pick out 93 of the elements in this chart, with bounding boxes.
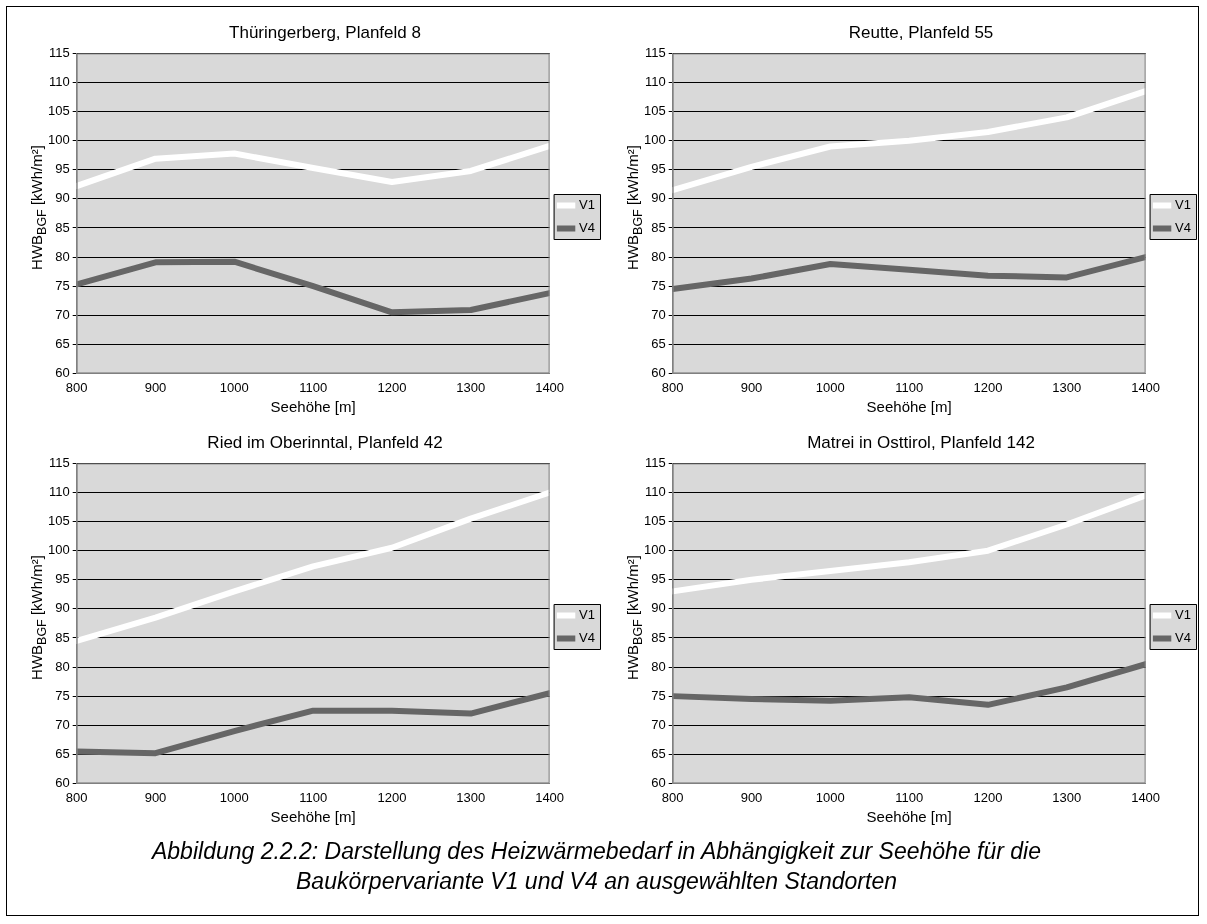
y-tick-label: 90	[651, 190, 666, 206]
x-axis-title: Seehöhe [m]	[270, 808, 356, 826]
y-tick-label: 85	[55, 219, 70, 235]
x-tick-label: 1100	[895, 789, 924, 805]
y-tick-label: 95	[55, 571, 70, 587]
x-tick-label: 1100	[299, 379, 328, 395]
y-tick-label: 95	[651, 161, 666, 177]
legend-label: V4	[1175, 220, 1192, 236]
x-tick-label: 800	[65, 379, 88, 395]
y-tick-label: 75	[651, 277, 666, 293]
y-tick-label: 85	[55, 629, 70, 645]
y-tick-label: 105	[643, 513, 666, 529]
y-tick-label: 65	[55, 335, 70, 351]
x-axis-title: Seehöhe [m]	[866, 398, 952, 416]
x-tick-label: 1400	[1131, 789, 1161, 805]
y-tick-label: 80	[651, 248, 666, 264]
x-tick-label: 1200	[973, 379, 1003, 395]
x-tick-label: 900	[144, 379, 167, 395]
y-tick-label: 80	[55, 248, 70, 264]
y-tick-label: 110	[48, 484, 70, 500]
y-tick-label: 85	[651, 219, 666, 235]
legend-label: V1	[1175, 607, 1192, 623]
chart-title: Ried im Oberinntal, Planfeld 42	[207, 432, 443, 452]
y-tick-label: 95	[651, 571, 666, 587]
x-tick-label: 1200	[973, 789, 1003, 805]
x-tick-label: 1100	[299, 789, 328, 805]
y-tick-label: 70	[651, 716, 666, 732]
y-tick-label: 60	[651, 774, 666, 790]
x-tick-label: 800	[65, 789, 88, 805]
y-tick-label: 90	[55, 600, 70, 616]
x-tick-label: 800	[661, 379, 684, 395]
y-tick-label: 105	[643, 103, 666, 119]
y-tick-label: 60	[55, 364, 70, 380]
y-tick-label: 95	[55, 161, 70, 177]
y-tick-label: 70	[55, 306, 70, 322]
text: Abbildung 2.2.2: Darstellung des Heizwärmebedarf in Abhängigkeit zur Seehöhe für die Baukörpervariante V1 und V4 an ausgewählten Standorten	[150, 837, 1042, 896]
y-tick-label: 100	[643, 542, 666, 558]
legend-label: V1	[1175, 197, 1192, 213]
x-tick-label: 1200	[377, 789, 407, 805]
y-tick-label: 65	[651, 745, 666, 761]
x-tick-label: 1000	[219, 379, 249, 395]
x-tick-label: 1300	[1052, 789, 1082, 805]
x-tick-label: 1100	[895, 379, 924, 395]
y-tick-label: 100	[643, 132, 666, 148]
x-tick-label: 900	[740, 789, 763, 805]
y-tick-label: 105	[47, 513, 70, 529]
legend-label: V1	[579, 197, 596, 213]
x-tick-label: 1300	[456, 379, 486, 395]
y-tick-label: 75	[55, 277, 70, 293]
x-tick-label: 1300	[1052, 379, 1082, 395]
y-tick-label: 100	[47, 542, 70, 558]
y-tick-label: 65	[651, 335, 666, 351]
y-tick-label: 60	[55, 774, 70, 790]
x-tick-label: 1400	[1131, 379, 1161, 395]
legend-label: V1	[579, 607, 596, 623]
y-tick-label: 70	[651, 306, 666, 322]
x-tick-label: 1400	[535, 789, 565, 805]
x-tick-label: 1400	[535, 379, 565, 395]
legend-label: V4	[579, 220, 596, 236]
y-tick-label: 85	[651, 629, 666, 645]
y-tick-label: 80	[55, 658, 70, 674]
y-tick-label: 65	[55, 745, 70, 761]
legend-label: V4	[579, 630, 596, 646]
x-tick-label: 1200	[377, 379, 407, 395]
x-tick-label: 900	[740, 379, 763, 395]
x-axis-title: Seehöhe [m]	[866, 808, 952, 826]
legend-label: V4	[1175, 630, 1192, 646]
y-tick-label: 60	[651, 364, 666, 380]
y-tick-label: 80	[651, 658, 666, 674]
x-tick-label: 1000	[815, 789, 845, 805]
y-tick-label: 110	[48, 74, 70, 90]
x-tick-label: 1300	[456, 789, 486, 805]
x-tick-label: 900	[144, 789, 167, 805]
y-tick-label: 110	[644, 74, 666, 90]
chart-title: Matrei in Osttirol, Planfeld 142	[807, 432, 1035, 452]
x-tick-label: 800	[661, 789, 684, 805]
y-tick-label: 100	[47, 132, 70, 148]
y-tick-label: 105	[47, 103, 70, 119]
y-tick-label: 115	[48, 454, 70, 470]
y-tick-label: 115	[644, 44, 666, 60]
x-tick-label: 1000	[219, 789, 249, 805]
y-tick-label: 75	[55, 687, 70, 703]
chart-title: Thüringerberg, Planfeld 8	[229, 22, 421, 42]
y-tick-label: 115	[644, 454, 666, 470]
y-tick-label: 90	[651, 600, 666, 616]
y-tick-label: 115	[48, 44, 70, 60]
x-axis-title: Seehöhe [m]	[270, 398, 356, 416]
y-tick-label: 70	[55, 716, 70, 732]
y-tick-label: 75	[651, 687, 666, 703]
chart-title: Reutte, Planfeld 55	[848, 22, 994, 42]
x-tick-label: 1000	[815, 379, 845, 395]
y-tick-label: 90	[55, 190, 70, 206]
y-tick-label: 110	[644, 484, 666, 500]
